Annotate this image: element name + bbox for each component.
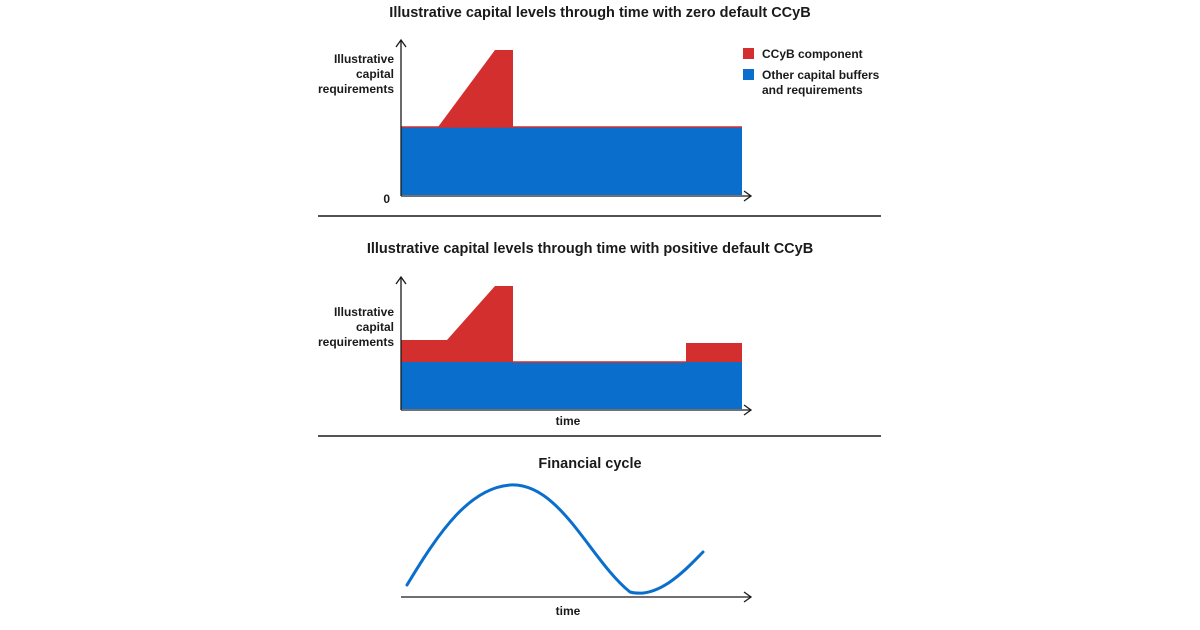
panel1-zero-label: 0	[383, 192, 390, 206]
legend-ccyb-swatch	[743, 48, 754, 59]
panel2-y-axis-arrow	[395, 275, 407, 285]
panel-positive-default-ccyb: Illustrative capital levels through time…	[318, 241, 813, 428]
legend-other-label-line2: and requirements	[762, 83, 863, 97]
panel3-x-axis-arrow	[743, 591, 753, 603]
panel1-ylabel-line3: requirements	[318, 82, 394, 96]
panel2-xlabel: time	[556, 414, 581, 428]
panel1-x-axis-arrow	[743, 190, 753, 202]
panel2-ylabel-line3: requirements	[318, 335, 394, 349]
panel1-y-axis-arrow	[395, 38, 407, 48]
panel1-other-buffers-area	[401, 127, 742, 195]
panel1-ylabel-line1: Illustrative	[334, 52, 394, 66]
panel2-x-axis-arrow	[743, 404, 753, 416]
legend-ccyb-label: CCyB component	[762, 47, 863, 61]
panel1-ylabel-line2: capital	[356, 67, 394, 81]
panel3-xlabel: time	[556, 604, 581, 618]
panel2-other-buffers-area	[401, 362, 742, 409]
financial-cycle-curve	[405, 483, 705, 595]
panel2-ccyb-area	[401, 286, 513, 362]
panel-zero-default-ccyb: Illustrative capital levels through time…	[318, 5, 880, 206]
panel1-ccyb-area	[438, 50, 513, 127]
panel-financial-cycle: Financial cycle time	[401, 456, 753, 618]
legend-other-swatch	[743, 69, 754, 80]
panel2-ylabel-line2: capital	[356, 320, 394, 334]
legend-other-label-line1: Other capital buffers	[762, 68, 880, 82]
panel2-ylabel-line1: Illustrative	[334, 305, 394, 319]
panel2-title: Illustrative capital levels through time…	[367, 241, 813, 257]
panel1-title: Illustrative capital levels through time…	[389, 5, 810, 21]
panel3-title: Financial cycle	[538, 456, 641, 472]
panel2-ccyb-rebuild-area	[686, 343, 742, 362]
